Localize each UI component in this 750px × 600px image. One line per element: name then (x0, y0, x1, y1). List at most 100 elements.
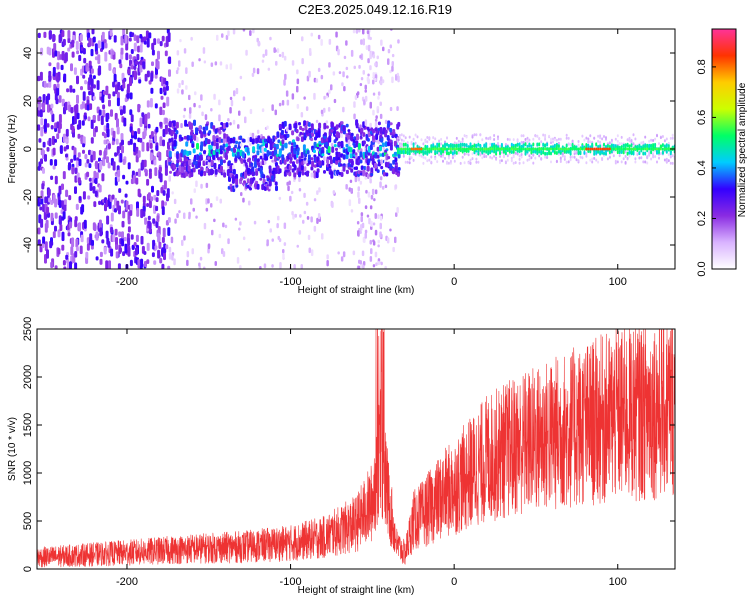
heatmap-cell (389, 44, 392, 49)
heatmap-cell (577, 150, 580, 155)
heatmap-cell (628, 144, 631, 149)
colorbar-tick-label: 0.0 (696, 261, 708, 276)
heatmap-cell (384, 184, 388, 189)
heatmap-cell (80, 234, 84, 243)
heatmap-cell (321, 160, 325, 166)
heatmap-cell (510, 159, 513, 163)
heatmap-cell (155, 205, 159, 212)
heatmap-cell (343, 86, 346, 92)
heatmap-cell (548, 134, 551, 138)
heatmap-cell (63, 204, 67, 212)
heatmap-cell (90, 78, 94, 87)
heatmap-cell (266, 239, 269, 247)
heatmap-cell (143, 159, 147, 168)
heatmap-y-tick-label: 20 (22, 95, 34, 107)
heatmap-cell (367, 173, 370, 180)
heatmap-cell (87, 116, 91, 122)
heatmap-cell (47, 188, 51, 197)
heatmap-cell (183, 107, 187, 112)
heatmap-cell (356, 221, 360, 225)
heatmap-cell (188, 159, 192, 166)
heatmap-cell (56, 133, 60, 140)
heatmap-cell (389, 228, 392, 232)
heatmap-cell (330, 142, 334, 147)
heatmap-cell (567, 160, 570, 164)
heatmap-cell (186, 251, 190, 258)
heatmap-cell (126, 83, 130, 94)
heatmap-cell (630, 150, 633, 155)
heatmap-cell (504, 160, 507, 164)
heatmap-cell (483, 147, 486, 151)
heatmap-cell (245, 164, 249, 169)
heatmap-cell (175, 69, 179, 75)
heatmap-cell (526, 140, 529, 144)
heatmap-cell (495, 157, 498, 161)
heatmap-cell (185, 85, 188, 90)
heatmap-cell (283, 159, 287, 165)
heatmap-cell (440, 154, 443, 158)
heatmap-cell (242, 138, 246, 143)
heatmap-cell (153, 194, 157, 201)
heatmap-cell (561, 152, 564, 156)
heatmap-cell (212, 150, 216, 156)
heatmap-cell (382, 171, 386, 177)
heatmap-cell (63, 146, 67, 152)
heatmap-cell (268, 180, 272, 187)
heatmap-cell (97, 40, 101, 49)
heatmap-cell (571, 147, 574, 151)
heatmap-cell (101, 173, 105, 182)
heatmap-cell (522, 161, 525, 165)
heatmap-cell (214, 169, 218, 175)
heatmap-cell (310, 137, 314, 142)
heatmap-cell (528, 147, 531, 151)
heatmap-cell (54, 138, 57, 143)
heatmap-cell (380, 261, 383, 266)
heatmap-cell (323, 95, 326, 100)
heatmap-cell (380, 159, 383, 165)
heatmap-cell (84, 80, 88, 85)
heatmap-cell (131, 32, 135, 38)
heatmap-cell (585, 136, 588, 140)
heatmap-cell (461, 137, 464, 141)
heatmap-cell (252, 146, 256, 153)
heatmap-cell (220, 165, 223, 173)
heatmap-cell (583, 138, 586, 142)
colorbar: 0.00.20.40.60.8 Normalized spectral ampl… (696, 28, 748, 277)
heatmap-cell (98, 219, 102, 230)
heatmap-cell (589, 147, 592, 151)
heatmap-cell (628, 136, 631, 140)
heatmap-cell (389, 127, 393, 133)
heatmap-cell (387, 48, 391, 54)
heatmap-cell (160, 95, 164, 100)
heatmap-cell (546, 147, 549, 151)
heatmap-cell (111, 194, 115, 200)
heatmap-cell (389, 167, 393, 171)
heatmap-cell (40, 190, 44, 200)
heatmap-cell (485, 155, 488, 158)
heatmap-cells (37, 29, 675, 269)
heatmap-cell (179, 39, 182, 43)
heatmap-cell (61, 183, 64, 191)
heatmap-cell (54, 198, 58, 208)
heatmap-cell (656, 150, 658, 155)
heatmap-cell (518, 147, 521, 151)
heatmap-cell (340, 172, 344, 177)
heatmap-cell (575, 151, 578, 155)
heatmap-cell (577, 143, 580, 147)
heatmap-cell (122, 82, 126, 89)
heatmap-cell (105, 260, 109, 269)
heatmap-x-tick-label: 100 (609, 276, 627, 288)
heatmap-cell (48, 137, 52, 147)
heatmap-cell (249, 132, 253, 137)
heatmap-cell (128, 54, 132, 60)
heatmap-cell (92, 84, 96, 89)
heatmap-cell (287, 185, 290, 192)
heatmap-cell (350, 49, 354, 57)
heatmap-cell (412, 147, 415, 151)
heatmap-cell (438, 143, 441, 148)
heatmap-cell (300, 152, 304, 159)
heatmap-cell (241, 151, 245, 159)
heatmap-cell (157, 38, 160, 44)
heatmap-cell (205, 207, 209, 212)
heatmap-cell (248, 200, 251, 206)
